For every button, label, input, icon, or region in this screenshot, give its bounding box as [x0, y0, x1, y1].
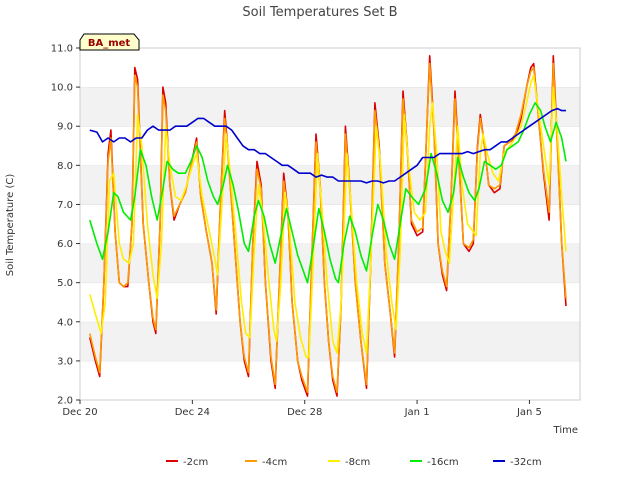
y-tick-label: 6.0 [57, 239, 73, 250]
grid-band [80, 243, 580, 283]
plot-area-frame [79, 47, 581, 401]
y-tick-label: 3.0 [57, 356, 73, 367]
grid-band [80, 360, 580, 400]
chart-title: Soil Temperatures Set B [242, 5, 397, 20]
y-tick-label: 8.0 [57, 161, 73, 172]
y-tick-label: 10.0 [51, 83, 73, 94]
site-badge: BA_met [79, 33, 140, 51]
legend: -2cm -4cm -8cm -16cm -32cm [166, 457, 542, 468]
x-tick-label: Dec 20 [62, 407, 97, 418]
y-tick-label: 5.0 [57, 278, 73, 289]
series-line-16cm [89, 102, 567, 284]
y-tick-label: 11.0 [51, 44, 73, 55]
y-tick-label: 9.0 [57, 122, 73, 133]
x-tick-label: Jan 1 [404, 407, 430, 418]
y-tick-label: 4.0 [57, 317, 73, 328]
site-badge-box [79, 33, 140, 51]
x-axis-label: Time [553, 425, 578, 436]
series-line-4cm [89, 62, 567, 393]
x-tick-label: Dec 28 [287, 407, 322, 418]
x-tick-label: Jan 5 [516, 407, 542, 418]
x-tick-label: Dec 24 [175, 407, 210, 418]
y-axis: 2.0 3.0 4.0 5.0 6.0 7.0 8.0 9.0 10.0 11.0 [51, 44, 80, 407]
series-line-8cm [89, 74, 567, 358]
grid-band [80, 87, 580, 127]
y-axis-label: Soil Temperature (C) [5, 174, 16, 277]
site-badge-label: BA_met [88, 38, 131, 49]
grid-bands [80, 47, 580, 400]
series-line-32cm [89, 107, 566, 184]
legend-label: -4cm [262, 457, 287, 468]
grid-band [80, 165, 580, 205]
series-layer [89, 55, 567, 397]
y-tick-label: 7.0 [57, 200, 73, 211]
legend-label: -16cm [427, 457, 459, 468]
legend-label: -32cm [510, 457, 542, 468]
x-axis: Dec 20 Dec 24 Dec 28 Jan 1 Jan 5 [62, 400, 542, 418]
grid-band [80, 48, 580, 88]
legend-label: -2cm [183, 457, 208, 468]
legend-label: -8cm [345, 457, 370, 468]
y-tick-label: 2.0 [57, 396, 73, 407]
